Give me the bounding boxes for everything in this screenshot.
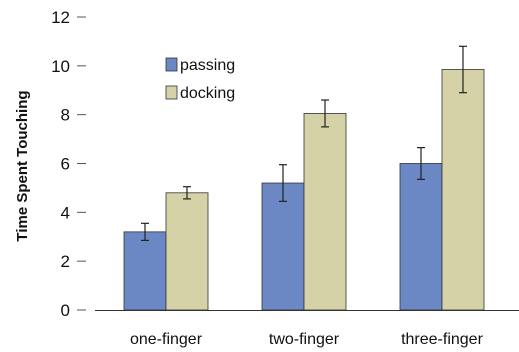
- x-tick-label: one-finger: [130, 331, 203, 348]
- x-axis: one-finger two-finger three-finger: [95, 310, 519, 348]
- y-tick-label: 12: [51, 8, 70, 27]
- legend-swatch-passing: [165, 57, 178, 72]
- bar-docking-one-finger: [165, 192, 209, 311]
- y-tick-label: 6: [61, 155, 70, 174]
- y-tick-label: 0: [61, 301, 70, 320]
- bars-group: [123, 69, 485, 311]
- bar-passing-three-finger: [399, 163, 443, 311]
- y-tick-label: 10: [51, 57, 70, 76]
- legend-label-passing: passing: [180, 57, 235, 74]
- y-axis: 0 2 4 6 8 10 12: [51, 8, 86, 320]
- bar-passing-two-finger: [261, 182, 305, 311]
- error-bars-group: [141, 45, 467, 242]
- legend: passing docking: [165, 57, 235, 102]
- y-tick-label: 4: [61, 203, 70, 222]
- y-axis-title: Time Spent Touching: [14, 90, 31, 241]
- x-tick-label: two-finger: [269, 331, 340, 348]
- bar-docking-three-finger: [441, 69, 485, 311]
- legend-label-docking: docking: [180, 85, 235, 102]
- bar-passing-one-finger: [123, 231, 167, 311]
- y-tick-label: 8: [61, 106, 70, 125]
- x-tick-label: three-finger: [401, 331, 483, 348]
- legend-swatch-docking: [165, 85, 178, 100]
- y-tick-label: 2: [61, 252, 70, 271]
- bar-docking-two-finger: [303, 113, 347, 311]
